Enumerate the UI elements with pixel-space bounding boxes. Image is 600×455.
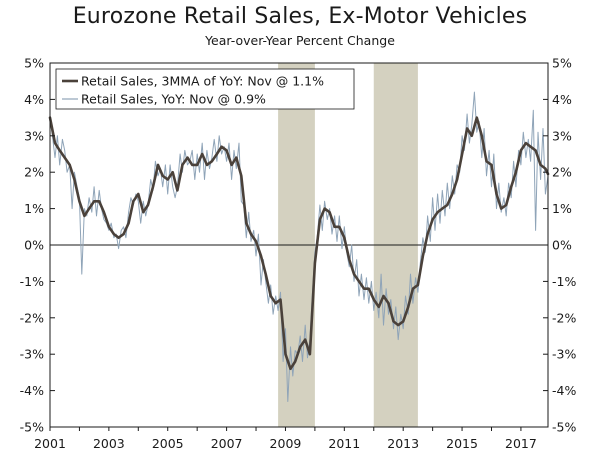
axis-ticks: 5% 5% 4% 4% 3% 3% 2% 2% 1% 1% 0% 0% -1% -1% -2% -2% -3% -… — [20, 56, 577, 452]
legend-label-3mma: Retail Sales, 3MMA of YoY: Nov @ 1.1% — [81, 74, 324, 89]
y-tick-label-right: -2% — [552, 310, 576, 325]
x-tick-label: 2013 — [387, 436, 419, 451]
legend: Retail Sales, 3MMA of YoY: Nov @ 1.1% Re… — [55, 68, 355, 110]
y-tick-label-left: -3% — [20, 347, 44, 362]
y-tick-label-right: -1% — [552, 274, 576, 289]
y-tick-label-left: 3% — [24, 128, 44, 143]
y-tick-label-right: 3% — [552, 128, 572, 143]
chart-title: Eurozone Retail Sales, Ex-Motor Vehicles — [72, 4, 528, 29]
x-tick-label: 2003 — [93, 436, 125, 451]
y-tick-label-left: -5% — [20, 420, 44, 435]
y-tick-label-right: 1% — [552, 201, 572, 216]
y-tick-label-right: 4% — [552, 92, 572, 107]
y-tick-label-right: -5% — [552, 420, 576, 435]
x-tick-label: 2001 — [34, 436, 66, 451]
series-lines — [48, 91, 550, 402]
y-tick-label-right: 5% — [552, 56, 572, 71]
y-tick-label-left: 0% — [24, 238, 44, 253]
y-tick-label-left: 1% — [24, 201, 44, 216]
x-tick-label: 2005 — [152, 436, 184, 451]
x-tick-label: 2009 — [270, 436, 302, 451]
y-tick-label-left: 4% — [24, 92, 44, 107]
y-tick-label-right: -4% — [552, 383, 576, 398]
x-tick-label: 2017 — [505, 436, 537, 451]
x-tick-label: 2015 — [446, 436, 478, 451]
x-tick-label: 2011 — [328, 436, 360, 451]
y-tick-label-left: 2% — [24, 165, 44, 180]
series-line-3mma — [48, 116, 550, 371]
chart-subtitle: Year-over-Year Percent Change — [205, 33, 395, 48]
y-tick-label-right: 0% — [552, 238, 572, 253]
y-tick-label-left: -4% — [20, 383, 44, 398]
y-tick-label-left: -1% — [20, 274, 44, 289]
y-tick-label-left: -2% — [20, 310, 44, 325]
x-tick-label: 2007 — [211, 436, 243, 451]
y-tick-label-left: 5% — [24, 56, 44, 71]
y-tick-label-right: 2% — [552, 165, 572, 180]
legend-box — [55, 68, 355, 110]
y-tick-label-right: -3% — [552, 347, 576, 362]
legend-label-yoy: Retail Sales, YoY: Nov @ 0.9% — [81, 92, 266, 107]
